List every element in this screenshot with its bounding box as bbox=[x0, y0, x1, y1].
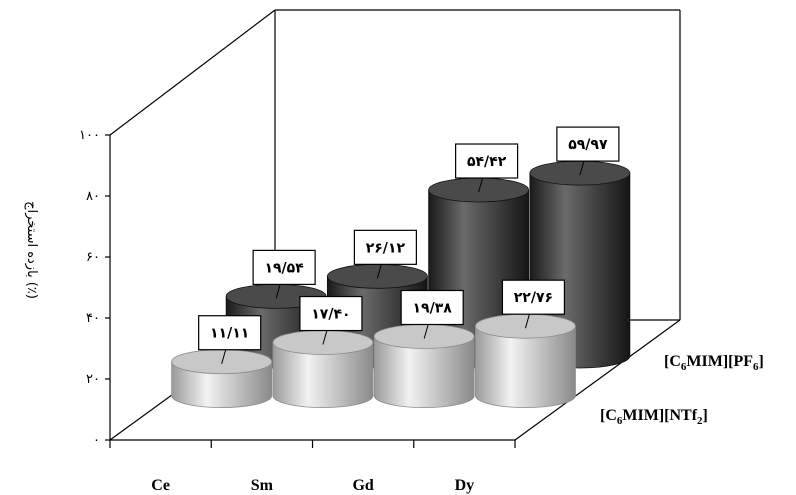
data-label-box bbox=[501, 279, 566, 315]
data-label: ۱۱/۱۱ bbox=[198, 315, 262, 364]
floor-right-edge bbox=[514, 319, 681, 441]
data-label-leader bbox=[579, 160, 585, 176]
x-category-label: Sm bbox=[251, 477, 274, 494]
y-tick-label: ۶۰ bbox=[86, 250, 100, 265]
data-label: ۲۶/۱۲ bbox=[353, 229, 417, 279]
data-label-box bbox=[556, 126, 620, 162]
data-label-text: ۱۱/۱۱ bbox=[210, 326, 249, 342]
series-label-pf6: [C6MIM][PF6] bbox=[664, 353, 764, 373]
x-axis-ticks: Ce Sm Gd Dy bbox=[109, 440, 516, 494]
y-tick-label: ۲۰ bbox=[86, 372, 100, 387]
data-label-box bbox=[299, 295, 363, 332]
data-label: ۵۹/۹۷ bbox=[556, 126, 620, 176]
data-label-leader bbox=[275, 284, 281, 299]
data-label-leader bbox=[478, 177, 484, 193]
data-label-leader bbox=[221, 349, 227, 364]
y-axis-label: بازده استخراج (٪) bbox=[24, 201, 39, 299]
data-label: ۱۹/۵۴ bbox=[252, 249, 316, 299]
data-label-box bbox=[252, 249, 316, 286]
data-label-box bbox=[353, 229, 417, 265]
data-label-leader bbox=[524, 314, 530, 329]
y-tick-label: ۴۰ bbox=[86, 311, 100, 326]
data-label-box bbox=[400, 289, 464, 326]
x-category-label: Ce bbox=[151, 477, 170, 494]
data-label-leader bbox=[376, 264, 382, 279]
data-label: ۵۴/۴۲ bbox=[455, 143, 519, 193]
data-label-text: ۱۹/۳۸ bbox=[413, 300, 453, 316]
bar-ntf2 bbox=[171, 349, 273, 409]
data-label-leader bbox=[423, 324, 429, 339]
data-label-box bbox=[198, 315, 262, 351]
data-label-text: ۲۶/۱۲ bbox=[366, 240, 406, 256]
bar-ntf2 bbox=[272, 330, 374, 409]
x-category-label: Dy bbox=[455, 477, 475, 494]
data-labels-layer: ۱۹/۵۴ ۲۶/۱۲ ۵۴/۴۲ ۵۹/۹۷ ۱۱/۱۱ ۱۷/۴۰ ۱۹/۳۸ ۲۲/۷۶ bbox=[198, 126, 620, 364]
data-label-text: ۱۹/۵۴ bbox=[264, 260, 304, 276]
data-label: ۱۹/۳۸ bbox=[400, 289, 464, 339]
data-label: ۱۷/۴۰ bbox=[299, 295, 363, 345]
left-wall-back-edge bbox=[109, 9, 276, 136]
data-label-box bbox=[455, 143, 519, 179]
y-tick-label: ۱۰۰ bbox=[79, 128, 100, 143]
data-label: ۲۲/۷۶ bbox=[501, 279, 566, 329]
data-label-text: ۵۴/۴۲ bbox=[467, 154, 507, 170]
bar-ntf2 bbox=[373, 324, 475, 409]
series-label-ntf2: [C6MIM][NTf2] bbox=[600, 407, 708, 427]
bars-layer bbox=[171, 160, 631, 409]
y-axis-ticks: ۰ ۲۰ ۴۰ ۶۰ ۸۰ ۱۰۰ bbox=[79, 128, 110, 448]
data-label-leader bbox=[322, 330, 328, 345]
y-tick-label: ۸۰ bbox=[86, 189, 100, 204]
bar-ntf2 bbox=[475, 313, 576, 409]
data-label-text: ۵۹/۹۷ bbox=[568, 137, 608, 153]
data-label-text: ۲۲/۷۶ bbox=[514, 290, 553, 306]
y-tick-label: ۰ bbox=[93, 433, 100, 448]
x-category-label: Gd bbox=[352, 477, 373, 494]
data-label-text: ۱۷/۴۰ bbox=[311, 307, 350, 323]
